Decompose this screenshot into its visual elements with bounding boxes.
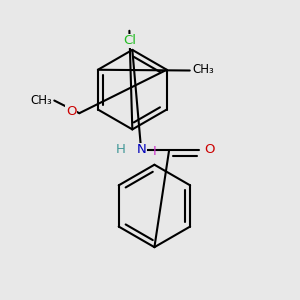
Text: CH₃: CH₃ [30,94,52,107]
Text: O: O [204,143,214,157]
Text: CH₃: CH₃ [192,62,214,76]
Text: Cl: Cl [123,34,136,47]
Text: H: H [116,143,126,156]
Text: O: O [66,105,76,118]
Text: N: N [136,143,146,157]
Text: I: I [152,145,156,158]
